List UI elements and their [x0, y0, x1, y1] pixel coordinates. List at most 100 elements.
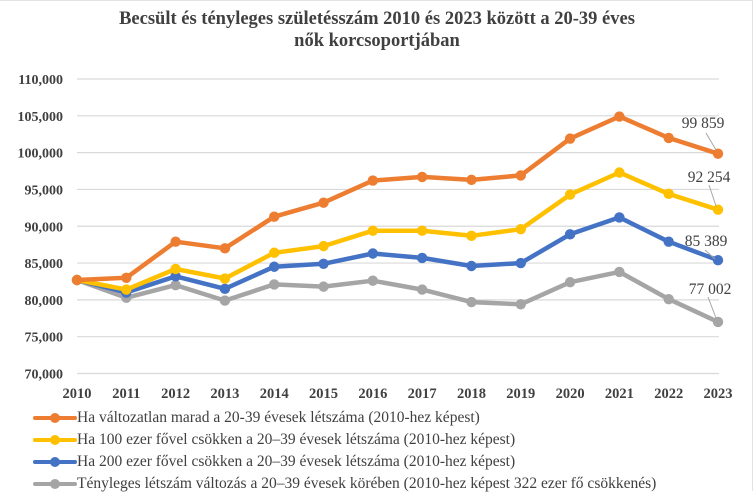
x-tick-label: 2018: [457, 386, 486, 402]
data-point: [466, 174, 477, 186]
x-tick-label: 2020: [556, 386, 585, 402]
data-label: 77 002: [689, 281, 732, 298]
leader-line: [704, 249, 716, 260]
leader-line: [707, 296, 717, 319]
legend-item: Ha változatlan marad a 20-39 évesek léts…: [33, 407, 656, 429]
y-tick-label: 100,000: [18, 147, 64, 162]
series-4: [71, 266, 724, 328]
data-point: [367, 225, 379, 236]
y-tick-label: 80,000: [25, 294, 64, 309]
legend-label: Ha változatlan marad a 20-39 évesek léts…: [77, 409, 480, 426]
y-tick-label: 110,000: [18, 73, 63, 88]
data-point: [367, 275, 379, 286]
data-point: [466, 260, 477, 272]
x-tick-label: 2011: [112, 386, 140, 402]
data-label: 99 859: [682, 115, 725, 132]
chart-title-line-2: nők korcsoportjában: [294, 31, 460, 51]
legend-label: Ha 100 ezer fővel csökken a 20–39 évesek…: [77, 431, 516, 448]
x-tick-label: 2021: [605, 386, 634, 402]
series-line: [74, 215, 721, 295]
x-tick-label: 2017: [408, 386, 437, 402]
data-point: [466, 296, 477, 308]
data-point: [71, 274, 83, 286]
data-point: [663, 293, 674, 305]
data-point: [712, 148, 724, 159]
x-tick-label: 2012: [161, 386, 190, 402]
x-tick-label: 2019: [506, 386, 535, 402]
series-line: [74, 170, 721, 292]
data-label: 92 254: [688, 169, 731, 186]
data-point: [515, 257, 526, 269]
data-label: 85 389: [685, 233, 728, 250]
data-point: [712, 204, 724, 215]
data-point: [564, 229, 576, 240]
leader-line: [705, 132, 717, 151]
legend-marker-icon: [33, 455, 77, 469]
data-point: [712, 316, 724, 328]
series-line: [74, 269, 721, 325]
data-point: [170, 271, 181, 282]
data-point: [416, 284, 428, 295]
data-point: [515, 223, 526, 235]
data-point: [318, 281, 329, 292]
x-tick-label: 2010: [63, 386, 92, 402]
y-tick-label: 95,000: [25, 183, 64, 198]
x-axis-tick-labels: 2010 2011 2012 2013 2014 2015 2016 2017 2018 2019…: [63, 386, 733, 402]
data-point: [515, 299, 526, 310]
data-point: [367, 248, 379, 259]
legend-marker-icon: [33, 411, 77, 425]
data-point: [121, 272, 132, 283]
series-line: [74, 114, 721, 283]
chart-title-line-1: Becsült és tényleges születésszám 2010 é…: [119, 9, 635, 29]
series-3: [71, 212, 724, 298]
legend-item: Ha 200 ezer fővel csökken a 20–39 évesek…: [33, 451, 656, 473]
data-point: [219, 273, 231, 284]
data-point: [416, 252, 428, 264]
data-point: [614, 111, 625, 122]
chart-title: Becsült és tényleges születésszám 2010 é…: [0, 8, 754, 52]
gridlines: [77, 78, 719, 375]
legend-item: Ha 100 ezer fővel csökken a 20–39 évesek…: [33, 429, 656, 451]
data-point: [564, 277, 576, 288]
y-tick-label: 70,000: [25, 368, 64, 383]
data-point: [219, 295, 231, 306]
data-point: [614, 266, 625, 278]
data-point: [318, 258, 329, 269]
data-point: [663, 188, 674, 200]
data-point: [170, 279, 181, 291]
data-point: [614, 167, 625, 178]
legend-marker-icon: [33, 477, 77, 491]
data-point: [219, 243, 231, 254]
y-tick-label: 85,000: [25, 257, 64, 272]
x-tick-label: 2023: [704, 386, 733, 402]
data-point: [318, 240, 329, 252]
x-tick-label: 2013: [210, 386, 239, 402]
x-tick-label: 2014: [260, 386, 289, 402]
data-point: [466, 230, 477, 242]
data-point: [614, 212, 625, 223]
series-group: [71, 111, 724, 328]
y-tick-label: 90,000: [25, 220, 64, 235]
data-point: [564, 189, 576, 200]
data-point: [121, 284, 132, 295]
x-tick-label: 2016: [358, 386, 387, 402]
data-point: [663, 236, 674, 247]
data-point: [712, 254, 724, 266]
data-point: [318, 197, 329, 208]
x-tick-label: 2022: [654, 386, 683, 402]
series-1: [71, 111, 724, 286]
data-point: [269, 211, 280, 222]
data-point: [219, 283, 231, 295]
legend-label: Ha 200 ezer fővel csökken a 20–39 évesek…: [77, 453, 516, 470]
data-point: [416, 171, 428, 183]
data-point: [269, 247, 280, 258]
y-tick-label: 105,000: [18, 110, 64, 125]
line-chart: 70,000 75,000 80,000 85,000 90,000 95,000 100,…: [18, 73, 733, 402]
y-tick-label: 75,000: [25, 331, 64, 346]
data-point: [515, 170, 526, 181]
data-point: [269, 261, 280, 272]
data-point: [367, 175, 379, 186]
data-point: [170, 263, 181, 275]
data-point: [416, 225, 428, 236]
